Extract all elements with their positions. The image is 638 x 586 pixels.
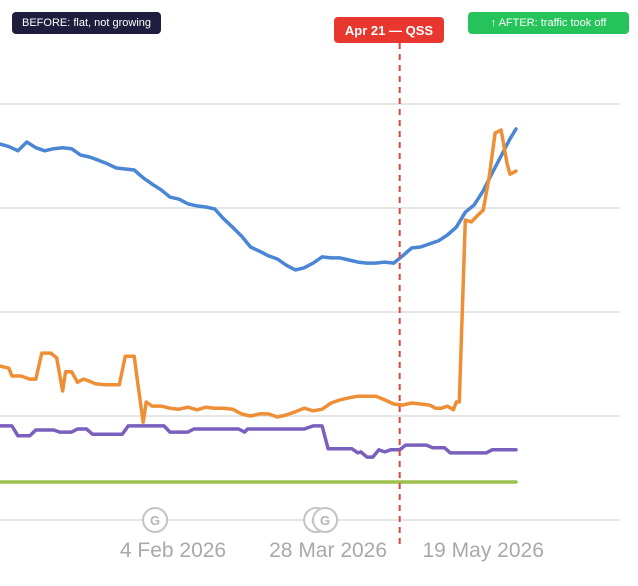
series-line-2: [0, 128, 518, 424]
svg-text:G: G: [320, 513, 330, 528]
x-tick-label: 28 Mar 2026: [269, 539, 387, 562]
google-update-icon: G: [312, 507, 339, 533]
x-axis-ticks: 4 Feb 2026 28 Mar 2026 19 May 2026: [120, 539, 544, 562]
algorithm-update-markers: GGG: [142, 507, 339, 533]
event-annotation: Apr 21 — QSS: [334, 17, 444, 43]
x-tick-label: 4 Feb 2026: [120, 539, 226, 562]
google-update-icon: G: [142, 507, 169, 533]
series-line-1: [0, 127, 518, 272]
after-annotation: ↑ AFTER: traffic took off: [468, 12, 629, 34]
svg-text:G: G: [150, 513, 160, 528]
series-line-3: [0, 424, 518, 459]
x-tick-label: 19 May 2026: [422, 539, 543, 562]
before-annotation: BEFORE: flat, not growing: [12, 12, 161, 34]
series-lines: [0, 127, 518, 484]
gridlines: [0, 103, 620, 521]
